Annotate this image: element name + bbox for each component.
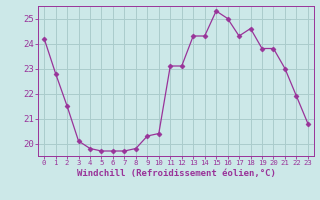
X-axis label: Windchill (Refroidissement éolien,°C): Windchill (Refroidissement éolien,°C)	[76, 169, 276, 178]
